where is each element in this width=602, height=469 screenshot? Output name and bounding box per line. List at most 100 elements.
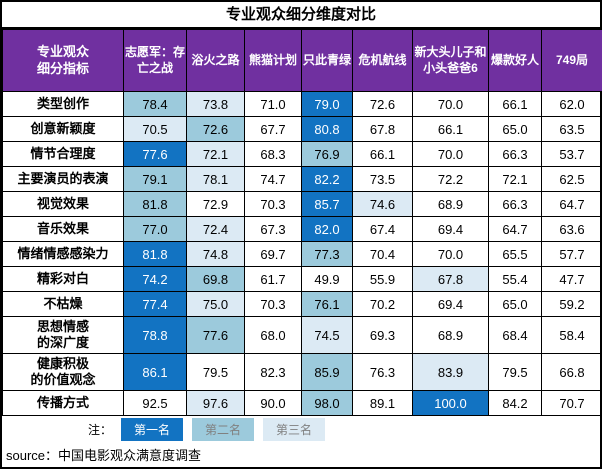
note-label: 注： xyxy=(88,423,113,437)
score-cell: 66.1 xyxy=(352,141,413,167)
score-cell: 70.2 xyxy=(352,291,413,317)
score-cell: 47.7 xyxy=(541,266,602,292)
row-label: 创意新颖度 xyxy=(2,116,124,142)
score-cell: 74.7 xyxy=(244,166,302,192)
score-cell: 55.4 xyxy=(488,266,542,292)
comparison-table: 专业观众 细分指标 志愿军：存亡之战 浴火之路 熊猫计划 只此青绿 危机航线 新大头儿子和… xyxy=(2,29,602,416)
score-cell: 85.9 xyxy=(301,353,353,391)
legend-chip-rank2: 第二名 xyxy=(192,418,255,441)
score-cell: 70.0 xyxy=(412,241,489,267)
score-cell: 68.9 xyxy=(412,316,489,354)
score-cell: 70.3 xyxy=(244,291,302,317)
score-cell: 65.0 xyxy=(488,291,542,317)
table-row: 情绪情感感染力 81.8 74.8 69.7 77.3 70.4 70.0 65.5 57.7 xyxy=(2,241,602,267)
score-cell: 82.0 xyxy=(301,216,353,242)
score-cell: 66.1 xyxy=(488,91,542,117)
score-cell: 70.3 xyxy=(244,191,302,217)
movie-header: 志愿军：存亡之战 xyxy=(123,29,187,92)
score-cell: 70.5 xyxy=(123,116,187,142)
table-row: 音乐效果 77.0 72.4 67.3 82.0 67.4 69.4 64.7 63.6 xyxy=(2,216,602,242)
score-cell: 64.7 xyxy=(488,216,542,242)
row-label: 精彩对白 xyxy=(2,266,124,292)
score-cell: 85.7 xyxy=(301,191,353,217)
score-cell: 79.1 xyxy=(123,166,187,192)
score-cell: 72.2 xyxy=(412,166,489,192)
score-cell: 68.9 xyxy=(412,191,489,217)
score-cell: 67.4 xyxy=(352,216,413,242)
row-header: 专业观众 细分指标 xyxy=(2,29,124,92)
score-cell: 82.3 xyxy=(244,353,302,391)
score-cell: 67.8 xyxy=(412,266,489,292)
row-label: 传播方式 xyxy=(2,390,124,416)
score-cell: 79.5 xyxy=(186,353,245,391)
score-cell: 66.8 xyxy=(541,353,602,391)
score-cell: 77.0 xyxy=(123,216,187,242)
score-cell: 74.2 xyxy=(123,266,187,292)
movie-header: 危机航线 xyxy=(352,29,413,92)
movie-header: 新大头儿子和小头爸爸6 xyxy=(412,29,489,92)
score-cell: 75.0 xyxy=(186,291,245,317)
score-cell: 58.4 xyxy=(541,316,602,354)
score-cell: 49.9 xyxy=(301,266,353,292)
table-row: 视觉效果 81.8 72.9 70.3 85.7 74.6 68.9 66.3 64.7 xyxy=(2,191,602,217)
score-cell: 77.6 xyxy=(123,141,187,167)
score-cell: 72.1 xyxy=(186,141,245,167)
table-row: 精彩对白 74.2 69.8 61.7 49.9 55.9 67.8 55.4 47.7 xyxy=(2,266,602,292)
source-line: source： 中国电影观众满意度调查 xyxy=(2,443,600,467)
legend-chip-rank3: 第三名 xyxy=(263,418,326,441)
score-cell: 68.0 xyxy=(244,316,302,354)
table-row: 健康积极 的价值观念 86.1 79.5 82.3 85.9 76.3 83.9 79.5 66… xyxy=(2,353,602,391)
score-cell: 53.7 xyxy=(541,141,602,167)
score-cell: 70.0 xyxy=(412,91,489,117)
score-cell: 83.9 xyxy=(412,353,489,391)
score-cell: 69.7 xyxy=(244,241,302,267)
score-cell: 64.7 xyxy=(541,191,602,217)
score-cell: 63.6 xyxy=(541,216,602,242)
score-cell: 66.1 xyxy=(412,116,489,142)
score-cell: 77.3 xyxy=(301,241,353,267)
score-cell: 72.4 xyxy=(186,216,245,242)
score-cell: 59.2 xyxy=(541,291,602,317)
movie-header: 749局 xyxy=(541,29,602,92)
score-cell: 74.8 xyxy=(186,241,245,267)
score-cell: 70.4 xyxy=(352,241,413,267)
row-label: 主要演员的表演 xyxy=(2,166,124,192)
page-title: 专业观众细分维度对比 xyxy=(2,2,600,29)
score-cell: 97.6 xyxy=(186,390,245,416)
score-cell: 84.2 xyxy=(488,390,542,416)
score-cell: 69.8 xyxy=(186,266,245,292)
score-cell: 55.9 xyxy=(352,266,413,292)
score-cell: 78.1 xyxy=(186,166,245,192)
score-cell: 81.8 xyxy=(123,191,187,217)
score-cell: 69.4 xyxy=(412,216,489,242)
score-cell: 89.1 xyxy=(352,390,413,416)
row-label: 情绪情感感染力 xyxy=(2,241,124,267)
score-cell: 79.0 xyxy=(301,91,353,117)
legend-chip-rank1: 第一名 xyxy=(121,418,184,441)
score-cell: 90.0 xyxy=(244,390,302,416)
score-cell: 62.0 xyxy=(541,91,602,117)
score-cell: 69.3 xyxy=(352,316,413,354)
score-cell: 76.1 xyxy=(301,291,353,317)
score-cell: 67.3 xyxy=(244,216,302,242)
score-cell: 72.1 xyxy=(488,166,542,192)
table-row: 主要演员的表演 79.1 78.1 74.7 82.2 73.5 72.2 72.1 62.5 xyxy=(2,166,602,192)
score-cell: 66.3 xyxy=(488,191,542,217)
legend-chips: 第一名 第二名 第三名 xyxy=(121,418,326,441)
score-cell: 76.9 xyxy=(301,141,353,167)
score-cell: 77.4 xyxy=(123,291,187,317)
score-cell: 67.8 xyxy=(352,116,413,142)
score-cell: 100.0 xyxy=(412,390,489,416)
row-label: 视觉效果 xyxy=(2,191,124,217)
score-cell: 78.4 xyxy=(123,91,187,117)
legend: 注： 第一名 第二名 第三名 xyxy=(2,416,600,443)
score-cell: 98.0 xyxy=(301,390,353,416)
row-label: 类型创作 xyxy=(2,91,124,117)
source-prefix: source： xyxy=(6,448,59,463)
table-row: 情节合理度 77.6 72.1 68.3 76.9 66.1 70.0 66.3 53.7 xyxy=(2,141,602,167)
score-cell: 62.5 xyxy=(541,166,602,192)
score-cell: 82.2 xyxy=(301,166,353,192)
table-row: 创意新颖度 70.5 72.6 67.7 80.8 67.8 66.1 65.0 63.5 xyxy=(2,116,602,142)
score-cell: 68.4 xyxy=(488,316,542,354)
